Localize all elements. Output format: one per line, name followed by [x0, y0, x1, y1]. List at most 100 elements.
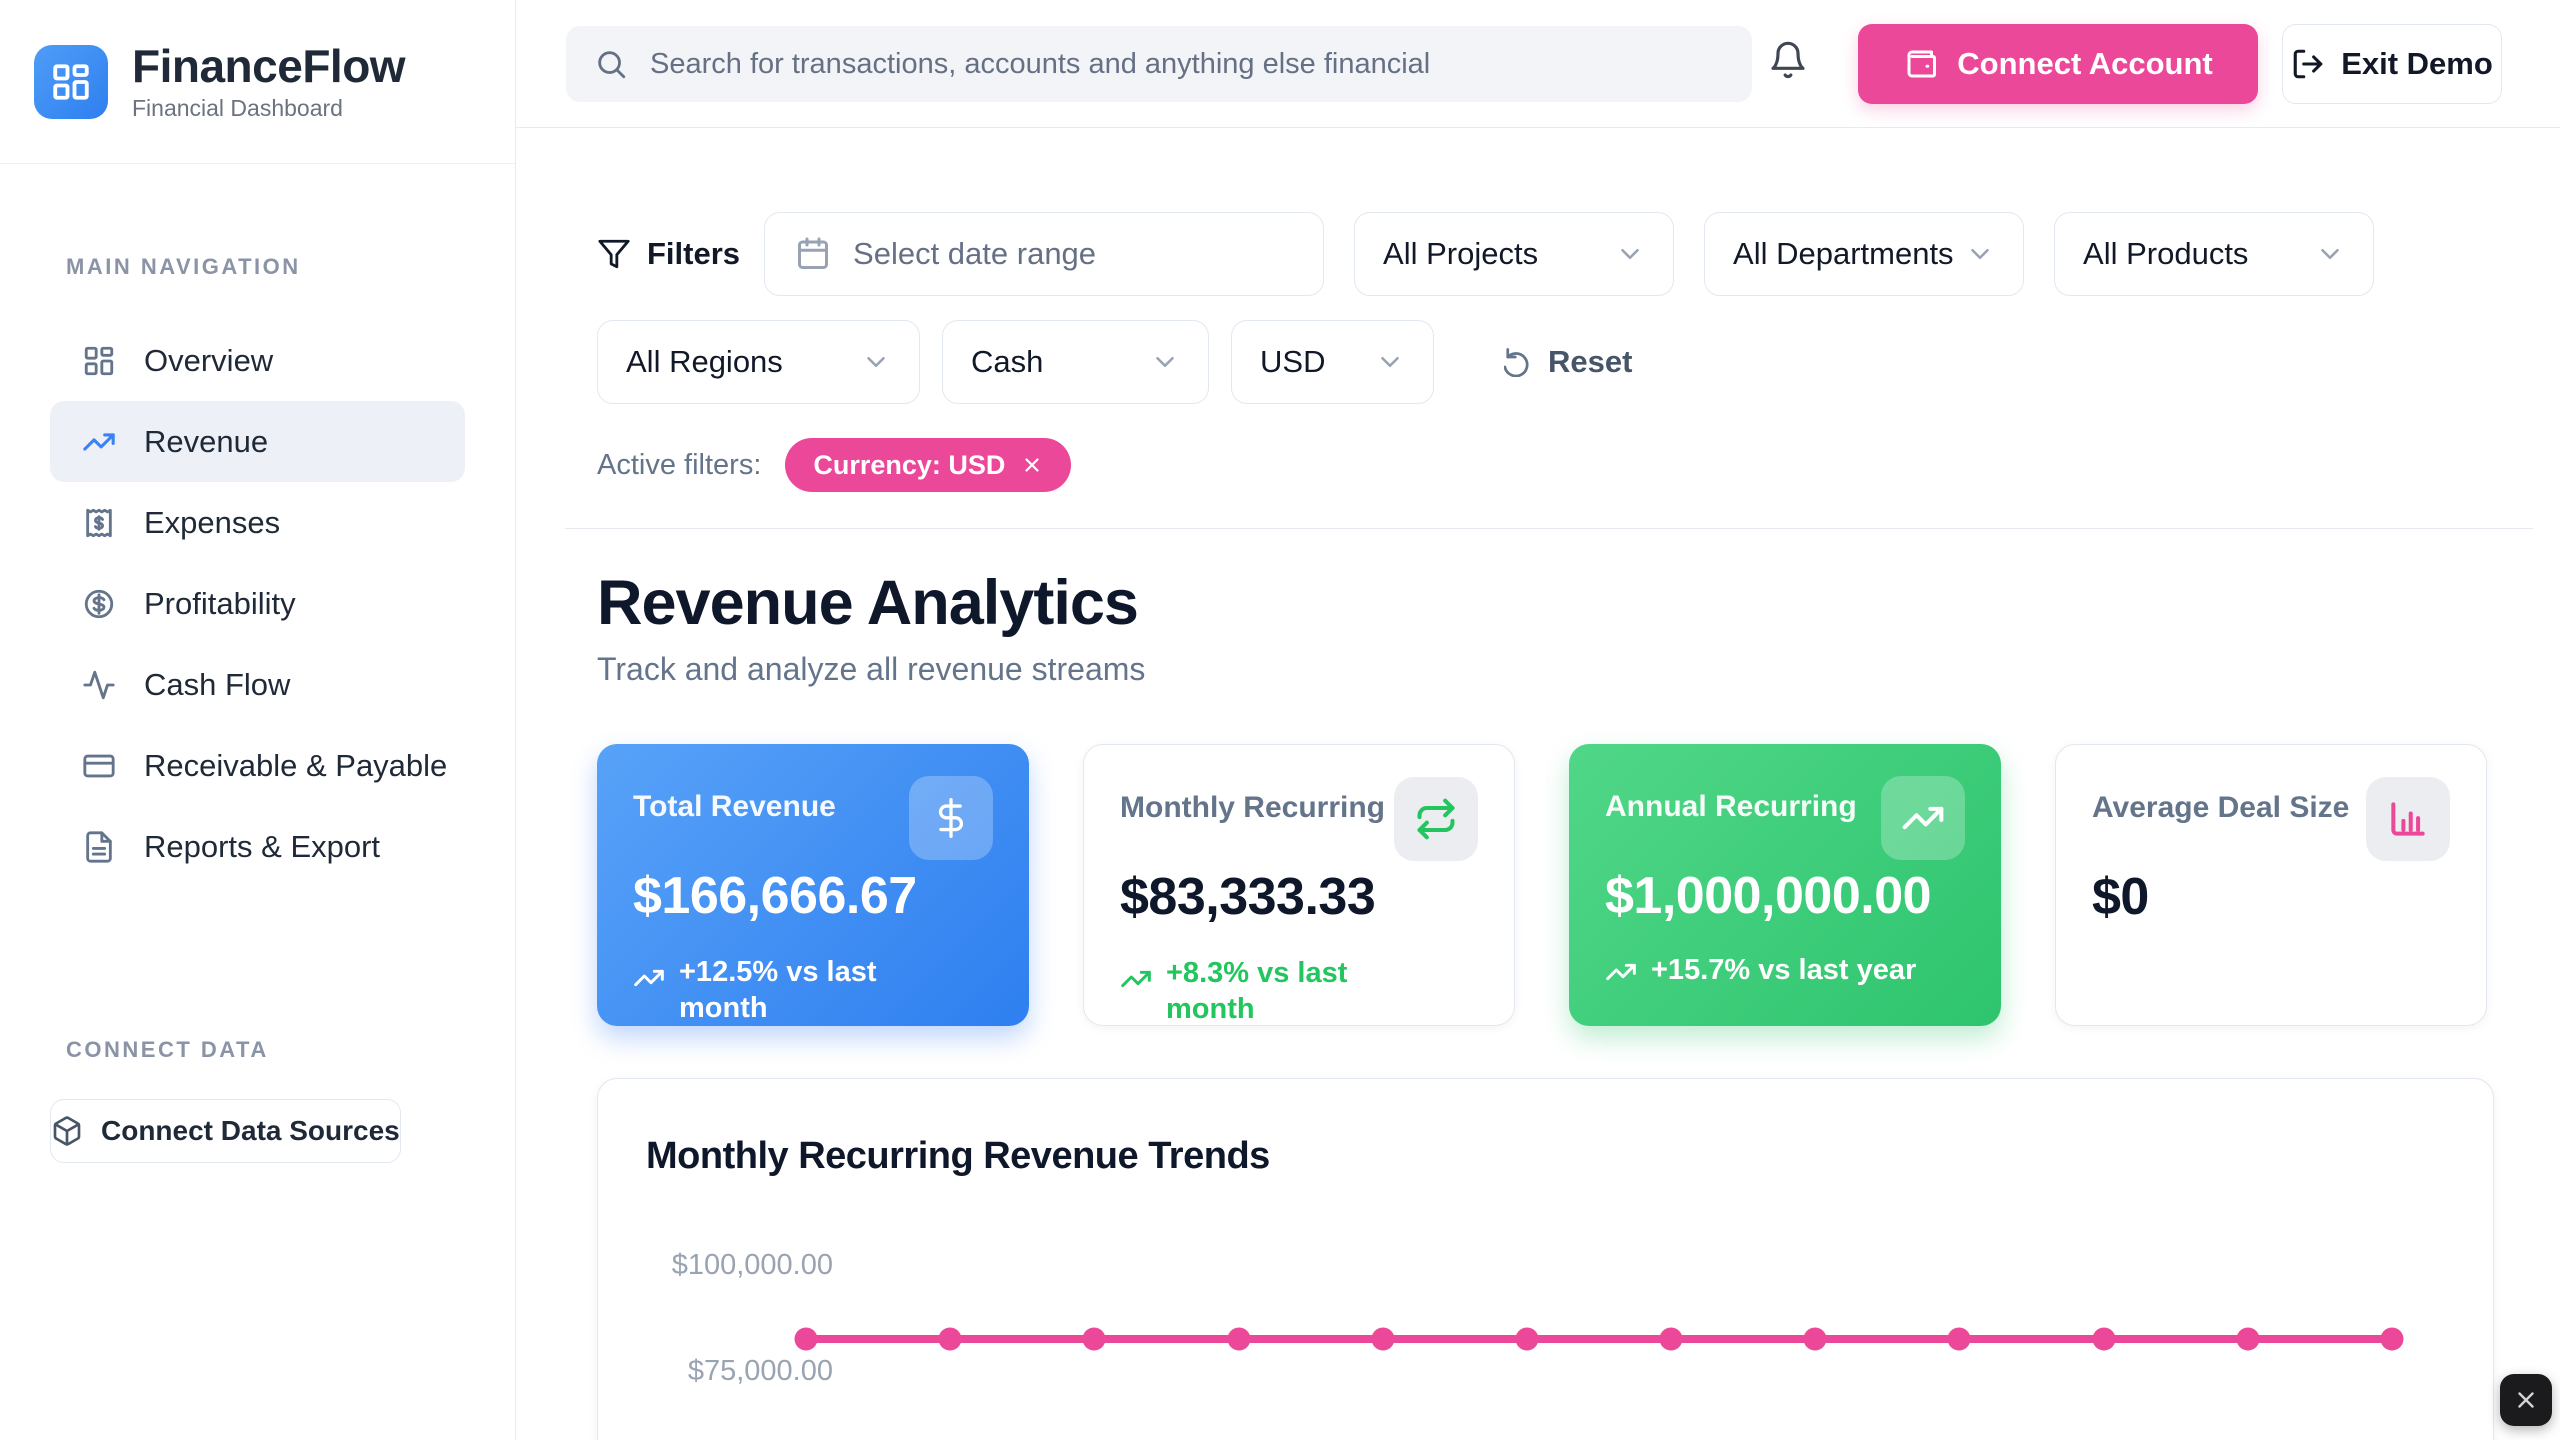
close-icon	[2513, 1387, 2539, 1413]
data-point[interactable]	[1659, 1327, 1683, 1351]
data-point[interactable]	[938, 1327, 962, 1351]
currency-filter-badge[interactable]: Currency: USD	[785, 438, 1072, 492]
reset-filters-button[interactable]: Reset	[1504, 344, 1632, 380]
data-point[interactable]	[1082, 1327, 1106, 1351]
search-box[interactable]	[566, 26, 1752, 102]
metric-delta: +15.7% vs last year	[1605, 954, 1965, 988]
page-title: Revenue Analytics	[597, 568, 1139, 638]
notifications-bell-icon[interactable]	[1768, 40, 1808, 80]
departments-select-value: All Departments	[1733, 236, 1954, 271]
accounting-basis-value: Cash	[971, 344, 1044, 379]
metric-card-total-revenue: Total Revenue $166,666.67 +12.5% vs last…	[597, 744, 1029, 1026]
data-point[interactable]	[1515, 1327, 1539, 1351]
log-out-icon	[2291, 47, 2325, 81]
trending-up-icon	[1120, 963, 1152, 995]
metric-delta: +12.5% vs last month	[633, 954, 993, 1027]
connect-section-label: CONNECT DATA	[66, 1037, 269, 1062]
mrr-line-series[interactable]	[794, 1327, 2404, 1351]
sidebar-item-label: Overview	[144, 342, 274, 378]
sidebar-item-expenses[interactable]: Expenses	[50, 482, 465, 563]
metric-delta-text: +8.3% vs last month	[1166, 957, 1348, 1026]
receipt-icon	[82, 506, 116, 540]
y-axis-tick-75k: $75,000.00	[687, 1355, 833, 1387]
departments-select[interactable]: All Departments	[1704, 212, 2025, 296]
search-icon	[594, 47, 628, 81]
metric-delta-text: +12.5% vs last month	[679, 956, 877, 1025]
app-name: FinanceFlow	[132, 39, 406, 92]
data-point[interactable]	[2380, 1327, 2404, 1351]
sidebar-item-overview[interactable]: Overview	[50, 320, 465, 401]
currency-select-value: USD	[1260, 344, 1326, 379]
reset-label: Reset	[1548, 344, 1633, 379]
data-point[interactable]	[2236, 1327, 2260, 1351]
trending-up-icon	[1605, 956, 1637, 988]
topbar: Connect Account Exit Demo	[516, 0, 2560, 128]
search-input[interactable]	[650, 47, 1724, 81]
chart-title: Monthly Recurring Revenue Trends	[646, 1135, 1270, 1177]
filters-row-2: All Regions Cash USD Reset	[597, 320, 2494, 404]
calendar-icon	[795, 236, 831, 272]
nav-section-label: MAIN NAVIGATION	[66, 254, 301, 279]
data-point[interactable]	[1947, 1327, 1971, 1351]
currency-filter-badge-label: Currency: USD	[813, 449, 1006, 480]
connect-data-sources-label: Connect Data Sources	[101, 1115, 400, 1146]
metric-value: $83,333.33	[1120, 868, 1376, 926]
accounting-basis-select[interactable]: Cash	[942, 320, 1209, 404]
data-point[interactable]	[1227, 1327, 1251, 1351]
chevron-down-icon	[1965, 239, 1995, 269]
data-point[interactable]	[1803, 1327, 1827, 1351]
sidebar-item-label: Receivable & Payable	[144, 747, 448, 783]
sidebar-item-label: Profitability	[144, 585, 296, 621]
sidebar-item-reports-export[interactable]: Reports & Export	[50, 806, 465, 887]
bar-chart-icon	[2366, 777, 2450, 861]
repeat-icon	[1394, 777, 1478, 861]
chevron-down-icon	[1615, 239, 1645, 269]
sidebar-item-label: Reports & Export	[144, 828, 381, 864]
filters-label: Filters	[647, 236, 741, 271]
chevron-down-icon	[1375, 347, 1405, 377]
connect-data-sources-button[interactable]: Connect Data Sources	[50, 1099, 401, 1163]
metric-value: $0	[2092, 868, 2149, 926]
date-range-field[interactable]	[853, 236, 1294, 272]
products-select-value: All Products	[2083, 236, 2249, 271]
sidebar-item-profitability[interactable]: Profitability	[50, 563, 465, 644]
package-icon	[51, 1115, 83, 1147]
filters-row-1: Filters All Projects All Departments All…	[597, 212, 2494, 296]
data-point[interactable]	[1371, 1327, 1395, 1351]
close-icon[interactable]	[1021, 454, 1043, 476]
regions-select[interactable]: All Regions	[597, 320, 920, 404]
sidebar-item-label: Expenses	[144, 504, 281, 540]
metric-delta-text: +15.7% vs last year	[1651, 954, 1917, 986]
connect-account-button[interactable]: Connect Account	[1858, 24, 2258, 104]
sidebar-item-revenue[interactable]: Revenue	[50, 401, 465, 482]
projects-select-value: All Projects	[1383, 236, 1539, 271]
data-point[interactable]	[794, 1327, 818, 1351]
regions-select-value: All Regions	[626, 344, 783, 379]
trending-up-icon	[82, 425, 116, 459]
activity-icon	[82, 668, 116, 702]
sidebar-item-cash-flow[interactable]: Cash Flow	[50, 644, 465, 725]
products-select[interactable]: All Products	[2054, 212, 2375, 296]
file-text-icon	[82, 830, 116, 864]
date-range-input[interactable]	[764, 212, 1325, 296]
nav-list: Overview Revenue Expenses Profitability …	[0, 320, 515, 887]
metric-delta: +8.3% vs last month	[1120, 955, 1478, 1028]
main-content: Filters All Projects All Departments All…	[516, 128, 2560, 1440]
filters-title: Filters	[597, 236, 740, 272]
floating-close-button[interactable]	[2500, 1374, 2552, 1426]
sidebar-item-receivable-payable[interactable]: Receivable & Payable	[50, 725, 465, 806]
currency-select[interactable]: USD	[1231, 320, 1434, 404]
metric-card-monthly-recurring: Monthly Recurring $83,333.33 +8.3% vs la…	[1083, 744, 1515, 1026]
metric-label: Total Revenue	[633, 790, 836, 823]
exit-demo-button[interactable]: Exit Demo	[2282, 24, 2502, 104]
data-point[interactable]	[2092, 1327, 2116, 1351]
metric-card-average-deal-size: Average Deal Size $0	[2055, 744, 2487, 1026]
active-filters-row: Active filters: Currency: USD	[597, 438, 2494, 492]
y-axis-tick-100k: $100,000.00	[671, 1249, 833, 1281]
sidebar-item-label: Cash Flow	[144, 666, 291, 702]
app-logo: FinanceFlow Financial Dashboard	[0, 0, 515, 164]
section-divider	[565, 528, 2533, 529]
metric-cards: Total Revenue $166,666.67 +12.5% vs last…	[597, 744, 2494, 1026]
projects-select[interactable]: All Projects	[1354, 212, 1675, 296]
trending-up-icon	[633, 962, 665, 994]
